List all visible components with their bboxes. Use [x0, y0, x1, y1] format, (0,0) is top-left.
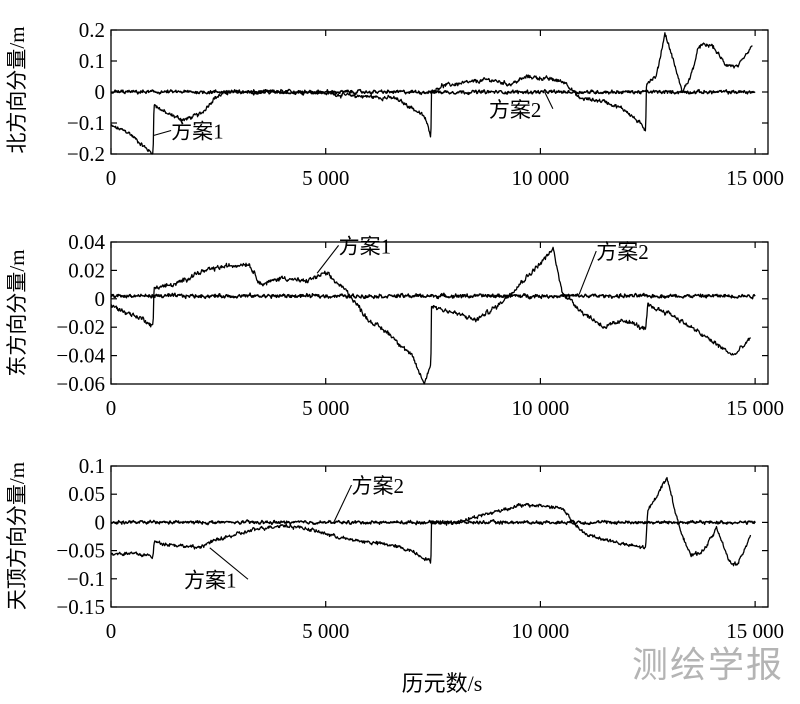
panel-north-x-tick-label: 5 000: [302, 166, 349, 190]
panel-east-series-1: [110, 246, 752, 385]
x-axis-label: 历元数/s: [402, 671, 483, 696]
panel-up-annotation-label: 方案2: [351, 474, 404, 498]
panel-up-annotation-leader: [333, 484, 352, 522]
panel-north-y-axis-label: 北方向分量/m: [5, 26, 29, 153]
panel-east-x-tick-label: 0: [106, 396, 117, 420]
panel-north-y-tick-label: 0: [95, 80, 106, 104]
panel-up-x-tick-label: 15 000: [726, 619, 784, 643]
panel-east-x-tick-label: 5 000: [302, 396, 349, 420]
panel-up-y-tick-label: 0: [95, 510, 106, 534]
panel-up-x-tick-label: 10 000: [512, 619, 570, 643]
panel-north-y-tick-label: 0.2: [79, 18, 105, 42]
panel-east-y-tick-label: 0.02: [68, 258, 105, 282]
panel-east-annotation-label: 方案2: [596, 240, 649, 264]
panel-east-annotation-leader: [316, 245, 340, 274]
panel-up-plot-frame: [110, 465, 769, 608]
panel-up-y-tick-label: −0.1: [67, 567, 105, 591]
panel-up-x-tick-label: 0: [106, 619, 117, 643]
panel-north-annotation-label: 方案2: [489, 98, 541, 122]
panel-up-annotations: 方案1 方案2: [184, 474, 404, 592]
panel-east-y-axis-label: 东方向分量/m: [5, 249, 29, 376]
panel-east-plot-frame: [110, 241, 769, 385]
panel-east-series-2: [110, 292, 756, 300]
panel-up-y-tick-label: −0.05: [56, 539, 105, 563]
panel-up: 0 5 000 10 000 15 000 0.1 0.05 0 −0.05 −0.1 −0.1…: [5, 454, 784, 643]
panel-up-annotation-leader: [209, 547, 249, 580]
panel-up-series-2-line: [110, 519, 756, 526]
panel-east: 0 5 000 10 000 15 000 0.04 0.02 0 −0.02 −0.04 −0…: [5, 230, 784, 420]
panel-east-y-tick-label: −0.02: [56, 315, 105, 339]
panel-east-series-2-line: [110, 292, 756, 300]
panel-north-series-2: [110, 88, 756, 96]
panel-north-series-2-line: [110, 88, 756, 96]
panel-east-y-tick-label: 0.04: [68, 230, 105, 254]
panel-north-y-ticks: 0.2 0.1 0 −0.1 −0.2: [67, 18, 768, 166]
panel-north-annotation-label: 方案1: [171, 120, 224, 144]
panel-north-y-tick-label: 0.1: [79, 49, 105, 73]
panel-east-annotation-label: 方案1: [339, 234, 392, 258]
panel-north-y-tick-label: −0.1: [67, 111, 105, 135]
panel-north-y-tick-label: −0.2: [67, 142, 105, 166]
panel-north-annotation-leader: [544, 91, 554, 110]
panel-north-x-tick-label: 0: [106, 166, 117, 190]
panel-east-x-ticks: 0 5 000 10 000 15 000: [106, 242, 784, 420]
panel-north-annotation-leader: [153, 129, 172, 136]
panel-north-x-tick-label: 15 000: [726, 166, 784, 190]
panel-east-annotation-leader: [578, 250, 597, 295]
panel-up-series-2: [110, 519, 756, 526]
panel-east-series-1-line: [110, 246, 752, 385]
panel-up-y-axis-label: 天顶方向分量/m: [5, 462, 29, 610]
panel-up-y-tick-label: 0.1: [79, 454, 105, 478]
panel-up-x-ticks: 0 5 000 10 000 15 000: [106, 466, 784, 643]
watermark: 测绘学报: [632, 645, 784, 686]
panel-east-y-tick-label: 0: [95, 287, 106, 311]
panel-east-annotations: 方案1 方案2: [316, 234, 649, 295]
panel-east-x-tick-label: 15 000: [726, 396, 784, 420]
panel-up-annotation-label: 方案1: [184, 568, 237, 592]
panel-up-series-1: [110, 476, 752, 567]
panel-north-x-ticks: 0 5 000 10 000 15 000: [106, 30, 784, 190]
panel-east-y-tick-label: −0.04: [56, 344, 105, 368]
panel-east-x-tick-label: 10 000: [512, 396, 570, 420]
panel-up-series-1-line: [110, 476, 752, 567]
panel-up-x-tick-label: 5 000: [302, 619, 349, 643]
panel-up-y-tick-label: −0.15: [56, 595, 105, 619]
panel-up-y-ticks: 0.1 0.05 0 −0.05 −0.1 −0.15: [56, 454, 768, 619]
panel-east-y-ticks: 0.04 0.02 0 −0.02 −0.04 −0.06: [56, 230, 768, 396]
panel-up-y-tick-label: 0.05: [68, 482, 105, 506]
panel-north-x-tick-label: 10 000: [512, 166, 570, 190]
panel-east-y-tick-label: −0.06: [56, 372, 105, 396]
panel-north-annotations: 方案1 方案2: [153, 91, 554, 144]
